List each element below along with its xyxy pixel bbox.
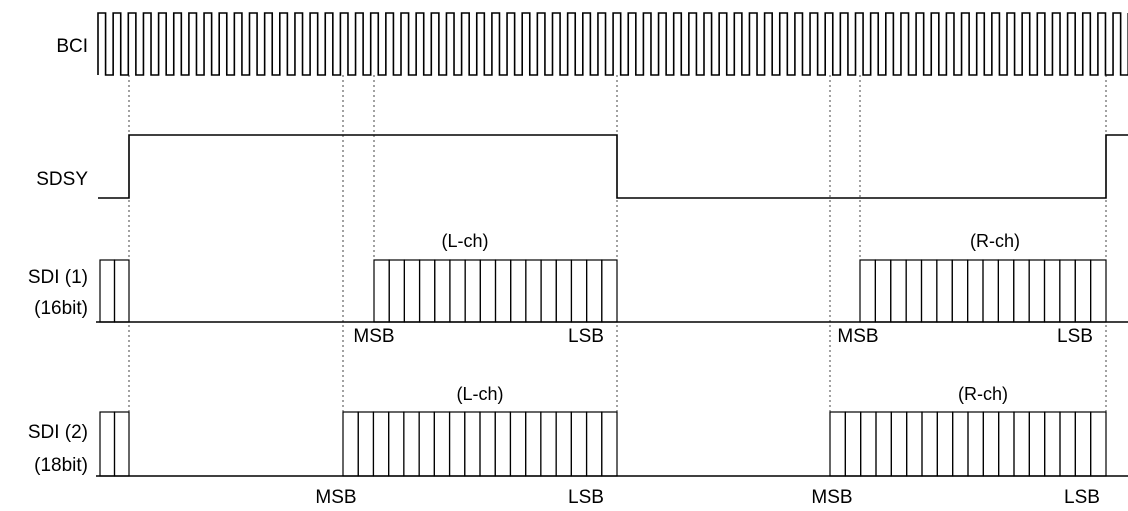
sdi1-left-bit-cell (464, 259, 481, 323)
sdi1-right-lsb-label: LSB (1057, 326, 1093, 347)
sdi2-left-bit-cell (403, 411, 420, 477)
sdi1-right-bit-cell (920, 259, 938, 323)
sdsy-label: SDSY (36, 169, 88, 190)
sdi2-left-bit-cell (494, 411, 512, 477)
sdi2-right-bit-cell (998, 411, 1015, 477)
sdi1-left-channel-label: (L-ch) (441, 231, 488, 251)
sdi2-left-msb-label: MSB (315, 487, 356, 508)
sdi1-left-bit-cell (555, 259, 573, 323)
sdi1-left-bit-cell (540, 259, 557, 323)
sdi1-left-bit-cell (570, 259, 588, 323)
sdi1-label: SDI (1) (28, 267, 88, 288)
sdi1-left-bit-cell (434, 259, 451, 323)
sdi2-right-bit-cell (1044, 411, 1061, 477)
sdi2-left-bit-cell (448, 411, 466, 477)
sdi1-left-bit-cell (510, 259, 527, 323)
sdi1-right-bit-cell (1059, 259, 1076, 323)
sdi2-bit-cells (99, 411, 1107, 477)
sdi1-right-bit-cell (982, 259, 999, 323)
sdi1-left-msb-label: MSB (353, 326, 394, 347)
sdi1-right-bit-cell (1074, 259, 1092, 323)
sdi2-right-bit-cell (982, 411, 1000, 477)
sdi1-right-bit-cell (1013, 259, 1030, 323)
sdsy-waveform (98, 134, 1128, 199)
sdi2-right-bit-cell (1059, 411, 1076, 477)
sdi1-right-bit-cell (859, 259, 876, 323)
sdi2-right-channel-label: (R-ch) (958, 384, 1008, 404)
sdi1-left-bit-cell (373, 259, 390, 323)
bci-label: BCI (56, 36, 88, 57)
sdi2-right-bit-cell (875, 411, 892, 477)
sdi2-left-bit-cell (357, 411, 375, 477)
sdi1-right-bit-cell (936, 259, 953, 323)
sdi1-right-bit-cell (874, 259, 892, 323)
sdi2-right-bit-cell (1013, 411, 1030, 477)
sdi1-left-bit-cell (601, 259, 618, 323)
sdi2-right-bit-cell (844, 411, 862, 477)
sdi2-right-bit-cell (1074, 411, 1092, 477)
sdi2-label: SDI (2) (28, 422, 88, 443)
sdi2-right-bit-cell (967, 411, 984, 477)
sdi1-right-bit-cell (1043, 259, 1061, 323)
sdi2-left-bit-cell (418, 411, 435, 477)
sdi2-right-bit-cell (921, 411, 938, 477)
sdi2-left-bit-cell (342, 411, 359, 477)
sdi2-right-bit-cell (890, 411, 908, 477)
sdi2-left-bit-cell (585, 411, 603, 477)
sdi2-right-bit-cell (829, 411, 846, 477)
sdi1-left-bit-cell (525, 259, 542, 323)
sdi2-left-bit-cell (540, 411, 557, 477)
sdi1-right-bit-cell (997, 259, 1015, 323)
sdi2-left-bit-cell (509, 411, 527, 477)
sdi1-left-bit-cell (494, 259, 512, 323)
sdi2-right-bit-cell (860, 411, 877, 477)
sdi1-right-bit-cell (951, 259, 969, 323)
sdi1-right-channel-label: (R-ch) (970, 231, 1020, 251)
sdi2-left-bit-cell (464, 411, 481, 477)
sdi2-left-bit-cell (570, 411, 588, 477)
sdi1-left-bit-cell (479, 259, 497, 323)
sdi2-left-bit-cell (479, 411, 496, 477)
sdi2-right-bit-cell (1090, 411, 1107, 477)
sdi2-right-bit-cell (1028, 411, 1046, 477)
sdi2-left-lsb-label: LSB (568, 487, 604, 508)
sdi2-right-bit-cell (952, 411, 969, 477)
sdi1-right-bit-cell (890, 259, 907, 323)
sdi2-left-bit-cell (601, 411, 618, 477)
sdi2-right-bit-cell (936, 411, 954, 477)
sdi1-right-bit-cell (967, 259, 984, 323)
sdi2-left-channel-label: (L-ch) (456, 384, 503, 404)
bci-clock-waveform (97, 12, 1128, 76)
sdi1-tail-bit-cell (113, 259, 130, 323)
sdi2-width-label: (18bit) (34, 455, 88, 476)
sdi1-right-msb-label: MSB (837, 326, 878, 347)
sdi2-left-bit-cell (555, 411, 572, 477)
sdi1-right-bit-cell (905, 259, 923, 323)
sdi1-right-bit-cell (1090, 259, 1107, 323)
sdi2-tail-bit-cell (113, 411, 130, 477)
sdi2-left-bit-cell (372, 411, 390, 477)
sdi1-right-bit-cell (1028, 259, 1046, 323)
sdi2-right-msb-label: MSB (811, 487, 852, 508)
sdi2-left-bit-cell (525, 411, 542, 477)
sdi1-bit-cells (99, 259, 1107, 323)
sdi2-left-bit-cell (433, 411, 451, 477)
sdi2-right-bit-cell (906, 411, 923, 477)
sdi1-tail-bit-cell (99, 259, 116, 323)
sdi1-width-label: (16bit) (34, 298, 88, 319)
sdi2-left-bit-cell (388, 411, 405, 477)
sdi2-right-lsb-label: LSB (1064, 487, 1100, 508)
sdi1-left-bit-cell (388, 259, 405, 323)
sdi2-tail-bit-cell (99, 411, 116, 477)
sdi1-left-bit-cell (449, 259, 466, 323)
sdi1-left-bit-cell (403, 259, 421, 323)
sdi1-left-bit-cell (586, 259, 603, 323)
sdi1-left-lsb-label: LSB (568, 326, 604, 347)
sdi1-left-bit-cell (418, 259, 436, 323)
